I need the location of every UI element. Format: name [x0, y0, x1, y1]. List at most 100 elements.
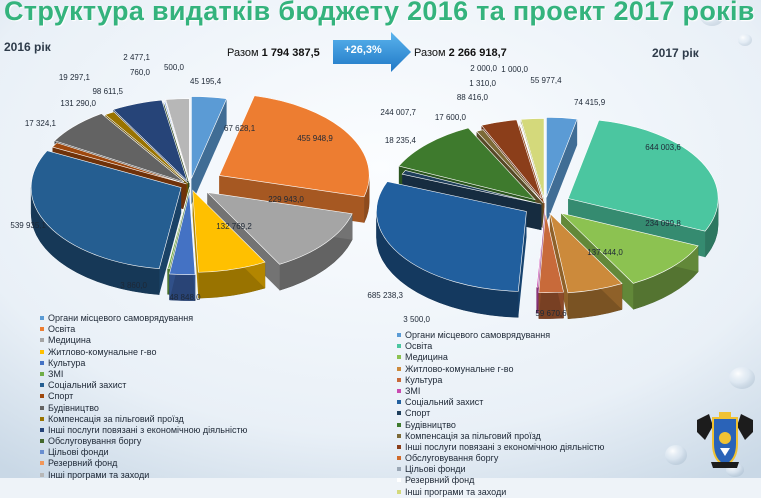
water-drop-decoration [738, 34, 752, 46]
pie-slice [538, 212, 564, 293]
pie-slice [169, 192, 196, 275]
legend-item: Цільові фонди [397, 464, 604, 475]
pie-slice [480, 119, 542, 199]
pie-slice [376, 181, 527, 292]
legend-label: Цільові фонди [405, 464, 466, 475]
pie-value-label: 18 235,4 [385, 136, 417, 145]
pie-value-label: 98 611,5 [92, 87, 123, 96]
pie-2017: 74 415,9 644 003,6 234 099,8 137 444,0 59 67… [367, 64, 719, 324]
legend-label: Спорт [405, 408, 431, 419]
legend-item: Компенсація за пільговий проїзд [40, 414, 247, 425]
legend-item: Інші послуги повязані з економічною діял… [40, 425, 247, 436]
legend-item: Інші програми та заходи [397, 487, 604, 498]
pie-slice [218, 95, 370, 198]
legend-swatch [40, 405, 44, 410]
legend-item: Органи місцевого самоврядування [397, 330, 604, 341]
pie-value-label: 2 477,1 [123, 53, 150, 62]
legend-swatch [397, 433, 401, 438]
pie-value-label: 137 444,0 [587, 248, 623, 257]
pie-value-label: 74 415,9 [574, 98, 606, 107]
legend-label: Культура [48, 357, 86, 368]
pie-2016: 67 628,1 455 948,9 229 943,0 132 769,2 48 84… [10, 53, 370, 302]
legend-label: Соціальний захист [48, 380, 127, 391]
legend-swatch [397, 366, 401, 371]
legend-item: Органи місцевого самоврядування [40, 313, 247, 324]
legend-item: Житлово-комунальне г-во [397, 364, 604, 375]
legend-item: Компенсація за пільговий проїзд [397, 431, 604, 442]
legend-item: Освіта [40, 324, 247, 335]
legend-swatch [397, 344, 401, 349]
pie-slice [165, 101, 190, 183]
legend-item: Спорт [40, 391, 247, 402]
pie-slice-cut [518, 211, 527, 318]
pie-value-label: 19 297,1 [59, 73, 91, 82]
legend-label: Інші програми та заходи [405, 486, 507, 497]
legend-item: Житлово-комунальне г-во [40, 347, 247, 358]
total-2017: Разом 2 266 918,7 [414, 47, 507, 59]
legend-swatch [40, 461, 44, 466]
legend-label: Цільові фонди [48, 447, 109, 458]
pie-slice [567, 119, 719, 232]
legend-swatch [40, 439, 44, 444]
legend-2016: Органи місцевого самоврядування Освіта Мед… [40, 313, 247, 481]
total-2016: Разом 1 794 387,5 [227, 47, 320, 59]
pie-slice-cut [191, 98, 227, 205]
legend-swatch [397, 388, 401, 393]
legend-label: Культура [405, 374, 443, 385]
pie-value-label: 1 310,0 [469, 79, 496, 88]
legend-swatch [397, 478, 401, 483]
pie-value-label: 539 935,1 [10, 221, 46, 230]
legend-label: Органи місцевого самоврядування [405, 330, 551, 340]
legend-label: Інші послуги повязані з економічною діял… [48, 424, 248, 435]
pie-slice [165, 98, 190, 181]
legend-label: Будівництво [405, 419, 456, 430]
legend-item: Інші програми та заходи [40, 470, 247, 481]
legend-item: Резервний фонд [397, 475, 604, 486]
pie-value-label: 45 195,4 [190, 77, 222, 86]
legend-label: Освіта [405, 341, 433, 352]
legend-item: Резервний фонд [40, 458, 247, 469]
legend-swatch [40, 416, 44, 421]
legend-item: Культура [40, 358, 247, 369]
legend-label: Обслуговування боргу [48, 436, 142, 447]
total-2016-value: 1 794 387,5 [261, 47, 320, 59]
city-coat-of-arms-icon [697, 412, 753, 468]
legend-label: Соціальний захист [405, 397, 484, 408]
total-2017-value: 2 266 918,7 [448, 47, 507, 59]
pie-slice [167, 187, 190, 269]
legend-item: Будівництво [397, 420, 604, 431]
legend-label: Обслуговування боргу [405, 453, 499, 464]
legend-2017: Органи місцевого самоврядування Освіта Мед… [397, 330, 604, 498]
legend-swatch [397, 444, 401, 449]
legend-item: ЗМІ [397, 386, 604, 397]
legend-item: Культура [397, 375, 604, 386]
year-label-2016: 2016 рік [4, 40, 51, 54]
total-2017-prefix: Разом [414, 47, 446, 59]
pie-slice-cut [192, 190, 199, 299]
legend-swatch [397, 400, 401, 405]
legend-swatch [397, 467, 401, 472]
legend-swatch [397, 377, 401, 382]
legend-label: Житлово-комунальне г-во [48, 346, 157, 357]
water-drop-decoration [700, 6, 724, 26]
legend-swatch [397, 333, 401, 337]
pie-value-label: 132 769,2 [216, 222, 252, 231]
legend-item: Медицина [397, 352, 604, 363]
pie-slice [206, 192, 353, 265]
legend-label: Інші послуги повязані з економічною діял… [405, 441, 605, 452]
pie-slice [104, 111, 189, 184]
legend-label: Компенсація за пільговий проїзд [405, 430, 541, 441]
legend-item: Спорт [397, 408, 604, 419]
pie-value-label: 1 000,0 [501, 65, 528, 74]
year-label-2017: 2017 рік [652, 46, 699, 60]
legend-label: Спорт [48, 391, 74, 402]
legend-swatch [40, 450, 44, 455]
legend-swatch [397, 456, 401, 461]
pie-value-label: 48 848,0 [169, 293, 201, 302]
legend-label: Будівництво [48, 402, 99, 413]
pie-value-label: 760,0 [130, 68, 151, 77]
pie-value-label: 2 000,0 [470, 64, 497, 73]
legend-swatch [40, 427, 44, 432]
pie-slice [112, 99, 188, 182]
pie-value-label: 644 003,6 [645, 143, 681, 152]
